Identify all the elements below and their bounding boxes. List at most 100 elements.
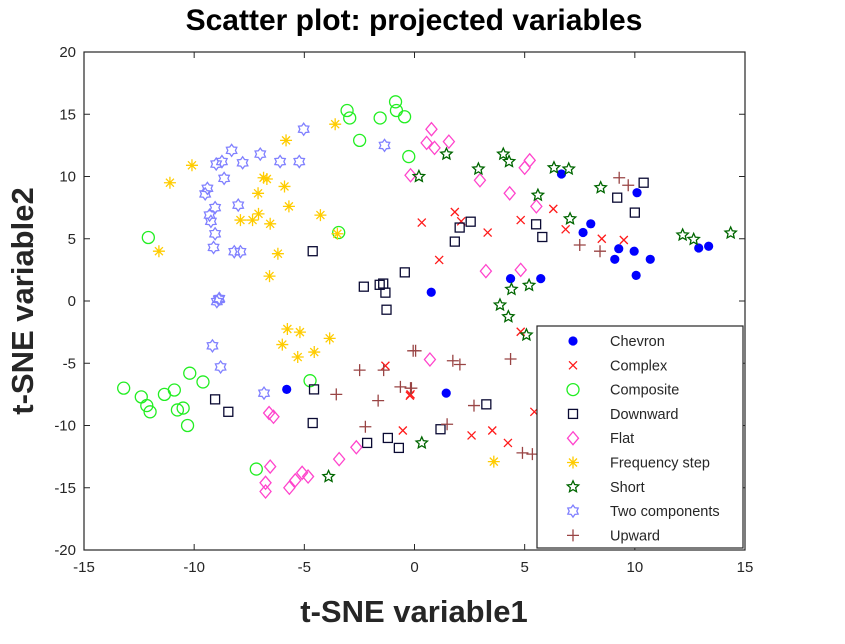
- y-tick-label: 15: [59, 106, 76, 123]
- data-point-upward: [573, 238, 586, 251]
- data-point-chevron: [441, 388, 451, 398]
- data-point-frequency-step: [257, 171, 270, 184]
- y-tick-label: 20: [59, 44, 76, 61]
- data-point-chevron: [578, 227, 588, 238]
- data-point-flat: [263, 459, 277, 475]
- x-tick-label: 10: [626, 559, 643, 576]
- data-point-composite: [170, 403, 185, 417]
- data-point-flat: [282, 480, 296, 496]
- data-point-flat: [332, 451, 346, 467]
- data-point-chevron: [610, 254, 620, 264]
- data-point-frequency-step: [252, 207, 265, 220]
- data-point-downward: [381, 304, 392, 315]
- data-point-frequency-step: [252, 187, 265, 200]
- data-point-flat: [503, 185, 517, 201]
- data-point-upward: [372, 394, 385, 407]
- data-point-composite: [140, 398, 154, 413]
- data-point-short: [530, 187, 546, 202]
- legend-marker-two-components: [566, 503, 580, 519]
- data-point-short: [501, 153, 517, 168]
- data-point-short: [561, 161, 576, 176]
- data-point-two-components: [254, 146, 267, 162]
- data-point-chevron: [536, 273, 546, 284]
- data-point-downward: [537, 231, 548, 243]
- data-point-short: [562, 211, 578, 225]
- legend-label: Downward: [610, 407, 679, 423]
- data-point-complex: [434, 255, 444, 265]
- data-point-upward: [359, 420, 372, 433]
- chart-title: Scatter plot: projected variables: [186, 4, 643, 37]
- data-point-composite: [183, 366, 197, 380]
- data-point-two-components: [208, 200, 222, 215]
- data-point-composite: [388, 95, 403, 109]
- data-point-downward: [223, 406, 234, 417]
- legend-item-complex: Complex: [568, 358, 668, 374]
- data-point-frequency-step: [323, 332, 336, 345]
- data-point-frequency-step: [163, 176, 176, 189]
- data-point-composite: [397, 110, 412, 124]
- legend-item-chevron: Chevron: [568, 334, 665, 350]
- legend-marker-flat: [566, 430, 580, 446]
- data-point-complex: [398, 426, 408, 435]
- data-point-upward: [394, 380, 407, 393]
- data-point-downward: [435, 424, 446, 435]
- data-point-frequency-step: [308, 346, 321, 359]
- data-point-frequency-step: [260, 172, 273, 185]
- y-tick-label: 0: [68, 293, 76, 310]
- data-point-complex: [503, 438, 513, 448]
- data-point-two-components: [228, 244, 241, 259]
- data-point-flat: [523, 152, 537, 168]
- data-point-two-components: [215, 154, 229, 169]
- data-point-chevron: [426, 287, 436, 297]
- y-tick-label: 5: [68, 231, 76, 248]
- data-point-frequency-step: [280, 134, 293, 147]
- data-point-complex: [405, 391, 415, 401]
- data-point-two-components: [210, 294, 224, 309]
- legend-label: Short: [610, 480, 645, 496]
- data-point-flat: [423, 352, 437, 368]
- data-point-downward: [638, 177, 649, 188]
- data-point-composite: [176, 401, 190, 415]
- data-point-flat: [301, 469, 315, 485]
- data-point-chevron: [282, 384, 292, 394]
- data-point-complex: [467, 431, 477, 440]
- data-point-frequency-step: [263, 270, 276, 283]
- data-point-upward: [467, 399, 480, 412]
- data-point-two-components: [214, 359, 227, 375]
- data-point-composite: [389, 103, 404, 118]
- data-point-short: [675, 227, 690, 242]
- data-point-chevron: [629, 246, 639, 256]
- data-point-chevron: [645, 254, 655, 264]
- legend-item-composite: Composite: [566, 383, 679, 399]
- data-point-downward: [449, 236, 460, 247]
- data-point-frequency-step: [276, 338, 289, 351]
- data-point-composite: [117, 381, 131, 395]
- data-point-flat: [267, 409, 280, 425]
- data-point-complex: [487, 426, 497, 435]
- legend-label: Chevron: [610, 334, 665, 350]
- data-point-composite: [402, 149, 416, 164]
- data-point-flat: [473, 172, 487, 188]
- data-point-chevron: [704, 241, 714, 251]
- data-point-composite: [332, 225, 346, 240]
- data-point-composite: [180, 418, 195, 433]
- legend-item-flat: Flat: [566, 430, 634, 447]
- data-point-two-components: [297, 122, 310, 137]
- x-tick-label: -10: [183, 559, 205, 576]
- data-point-downward: [393, 442, 405, 454]
- y-tick-label: -10: [54, 418, 76, 435]
- data-point-downward: [612, 192, 623, 203]
- data-point-complex: [561, 224, 571, 234]
- data-point-downward: [530, 219, 542, 230]
- data-point-chevron: [586, 219, 596, 229]
- data-point-short: [411, 168, 427, 183]
- x-tick-label: -5: [298, 559, 311, 576]
- data-point-composite: [196, 375, 210, 389]
- data-point-two-components: [207, 240, 220, 255]
- data-point-upward: [441, 418, 454, 431]
- x-tick-label: 15: [737, 559, 754, 576]
- data-point-downward: [382, 432, 393, 444]
- data-point-downward: [454, 222, 465, 233]
- data-point-flat: [295, 465, 309, 481]
- data-point-composite: [167, 383, 181, 397]
